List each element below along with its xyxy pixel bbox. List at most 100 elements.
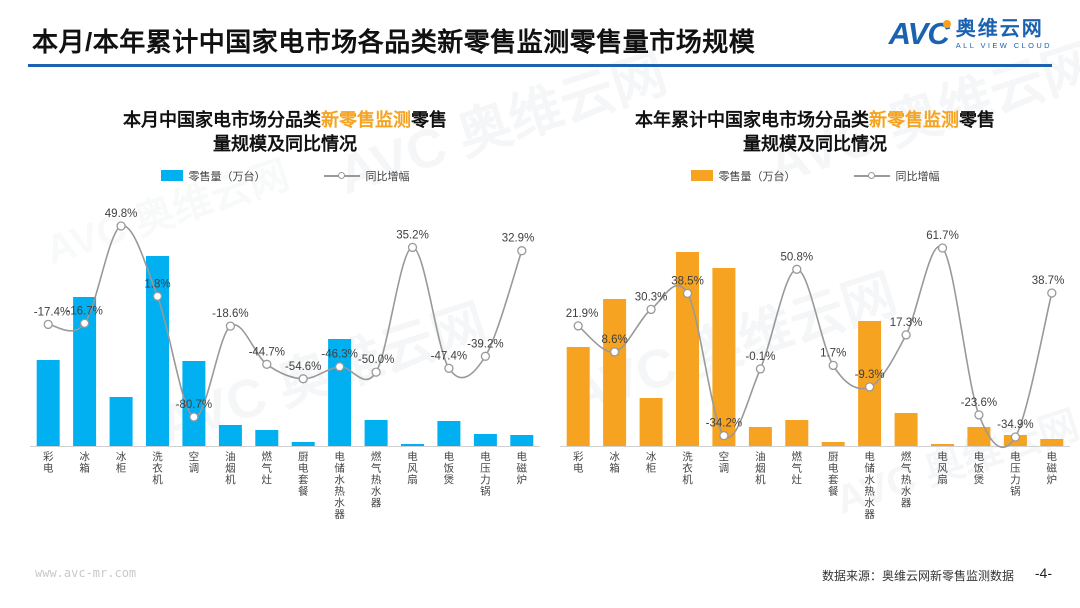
title-text: 量规模及同比情况 (743, 134, 887, 155)
bar (473, 433, 497, 446)
category-label: 空调 (719, 450, 730, 475)
category-label: 厨电套餐 (828, 451, 839, 498)
pct-label: 49.8% (105, 208, 138, 220)
data-point-marker (152, 291, 163, 301)
title-text: 量规模及同比情况 (213, 134, 357, 155)
category-label: 冰箱 (79, 450, 90, 475)
category-label: 厨电套餐 (298, 451, 309, 498)
data-point-marker (646, 304, 656, 314)
pct-label: -18.6% (212, 308, 248, 320)
category-label: 电储水热水器 (864, 450, 875, 521)
bar (676, 251, 699, 446)
pct-label: -39.2% (467, 338, 503, 350)
category-label: 电风扇 (407, 450, 418, 486)
category-label: 燃气灶 (792, 450, 803, 486)
pct-label: -54.6% (285, 360, 321, 372)
bar (437, 420, 461, 446)
data-point-marker (719, 430, 729, 440)
data-point-marker (43, 319, 53, 329)
pct-label: 61.7% (926, 230, 959, 242)
chart-monthly-legend: 零售量（万台） 同比增幅 (30, 168, 540, 184)
bar (218, 424, 242, 446)
page-title: 本月/本年累计中国家电市场各品类新零售监测零售量市场规模 (32, 27, 756, 57)
title-text: 本月中国家电市场分品类 (123, 110, 321, 130)
pct-label: -34.9% (997, 419, 1033, 431)
pct-label: 1.8% (144, 278, 170, 290)
bar (712, 267, 736, 446)
pct-label: -34.2% (706, 417, 742, 429)
bar (1040, 438, 1064, 446)
trend-line (48, 224, 523, 418)
footer-data-source: 数据来源：奥维云网新零售监测数据 (821, 569, 1014, 583)
data-point-marker (937, 242, 948, 253)
pct-label: 17.3% (890, 316, 923, 328)
bar (401, 443, 424, 446)
legend-label: 同比增幅 (365, 170, 410, 183)
header-divider (28, 64, 1052, 67)
title-highlight: 新零售监测 (869, 110, 959, 130)
data-point-marker (682, 288, 693, 298)
title-highlight: 新零售监测 (321, 110, 411, 130)
pct-label: -23.6% (961, 396, 997, 408)
category-label: 彩电 (573, 451, 584, 475)
bar (748, 426, 772, 446)
category-label: 燃气灶 (262, 450, 273, 486)
chart-ytd: 本年累计中国家电市场分品类新零售监测零售 量规模及同比情况 零售量（万台） 同比… (560, 108, 1070, 548)
category-label: 油烟机 (225, 450, 236, 486)
bar (566, 346, 590, 446)
bar (894, 412, 918, 446)
bar (109, 396, 133, 446)
bar (328, 338, 352, 446)
category-label: 燃气热水器 (371, 450, 382, 509)
pct-label: -80.7% (176, 399, 212, 411)
category-label: 燃气热水器 (901, 450, 912, 509)
data-point-marker (755, 363, 766, 374)
bar-swatch-icon (690, 170, 713, 182)
data-point-marker (371, 367, 381, 377)
category-label: 冰柜 (116, 450, 127, 475)
data-point-marker (116, 220, 126, 231)
pct-label: 32.9% (502, 232, 535, 244)
data-point-marker (974, 409, 984, 420)
chart-monthly: 本月中国家电市场分品类新零售监测零售 量规模及同比情况 零售量（万台） 同比增幅… (30, 108, 540, 548)
pct-label: 21.9% (566, 307, 599, 319)
category-label: 电压力锅 (480, 450, 491, 498)
chart-ytd-plot: 21.9%8.6%30.3%38.5%-34.2%-0.1%50.8%1.7%-… (560, 230, 1070, 521)
logo-dot-icon (942, 20, 951, 28)
pct-label: 30.3% (635, 291, 668, 303)
category-label: 洗衣机 (152, 451, 163, 486)
bar-swatch-icon (160, 170, 183, 182)
pct-label: 38.5% (671, 275, 704, 287)
category-label: 电饭煲 (974, 450, 985, 486)
bar (73, 296, 97, 446)
category-label: 电风扇 (937, 450, 948, 486)
bar (785, 419, 809, 446)
category-label: 电压力锅 (1010, 450, 1021, 498)
title-text: 零售 (411, 110, 447, 130)
chart-ytd-legend: 零售量（万台） 同比增幅 (560, 168, 1070, 184)
category-label: 彩电 (43, 451, 54, 475)
legend-item-bar: 零售量（万台） (690, 168, 796, 184)
data-point-marker (480, 351, 491, 361)
pct-label: 38.7% (1032, 275, 1065, 287)
legend-item-bar: 零售量（万台） (160, 168, 266, 184)
pct-label: -50.0% (358, 354, 394, 366)
category-label: 洗衣机 (682, 451, 693, 486)
category-label: 油烟机 (755, 450, 766, 486)
data-point-marker (262, 359, 272, 369)
data-point-marker (573, 320, 583, 331)
category-label: 冰箱 (609, 450, 620, 475)
pct-label: 50.8% (780, 251, 813, 263)
chart-monthly-plot: -17.4%-16.7%49.8%1.8%-80.7%-18.6%-44.7%-… (30, 208, 540, 520)
bar (182, 360, 206, 446)
bar (291, 441, 315, 446)
data-point-marker (864, 381, 875, 392)
pct-label: -16.7% (66, 305, 102, 317)
pct-label: 35.2% (396, 229, 429, 241)
bar (36, 359, 60, 446)
footer-website: www.avc-mr.com (35, 566, 137, 580)
legend-item-line: 同比增幅 (323, 168, 410, 184)
chart-ytd-title: 本年累计中国家电市场分品类新零售监测零售 量规模及同比情况 (560, 108, 1070, 157)
pct-label: -46.3% (321, 348, 357, 360)
